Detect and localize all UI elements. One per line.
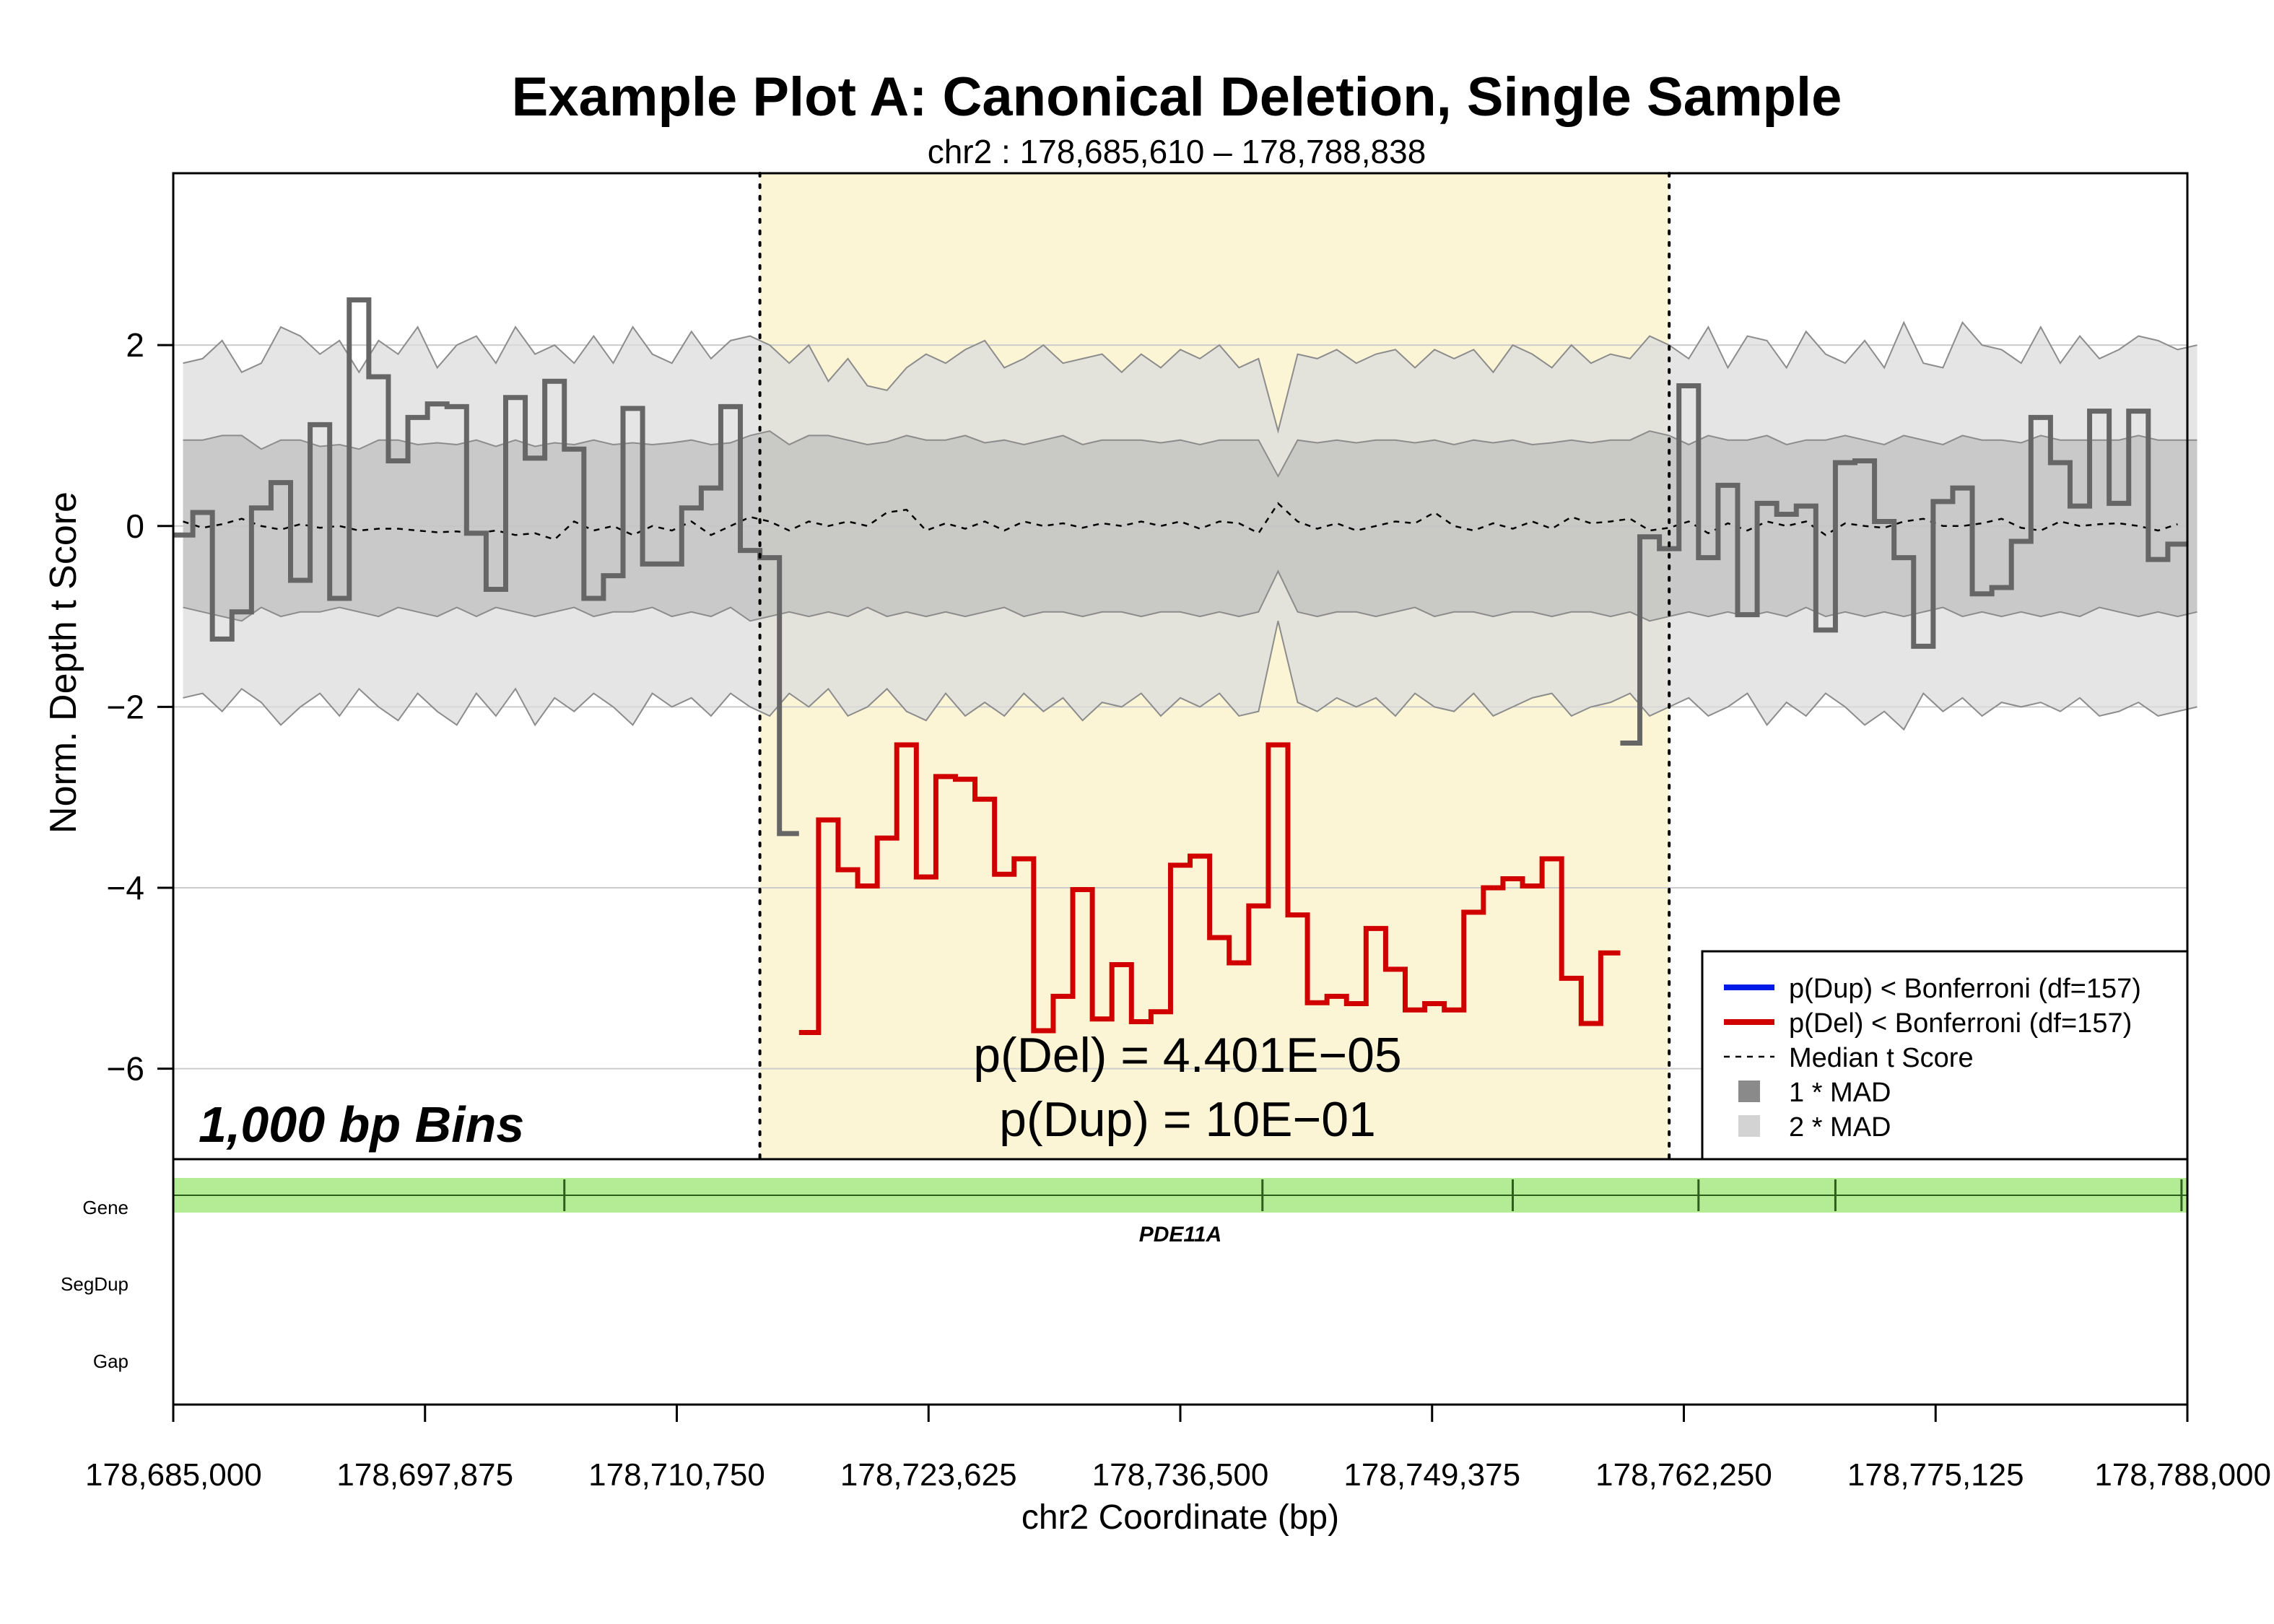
legend-mad1-symbol — [1738, 1081, 1760, 1102]
x-tick-label: 178,697,875 — [336, 1457, 513, 1493]
legend: p(Dup) < Bonferroni (df=157) p(Del) < Bon… — [1701, 950, 2189, 1161]
x-axis: 178,685,000 178,697,875 178,710,750 178,723… — [85, 1403, 2271, 1493]
legend-label: p(Del) < Bonferroni (df=157) — [1789, 1008, 2132, 1039]
track-panel: Gene SegDup Gap PDE11A — [61, 1178, 2187, 1372]
mad-band-edge — [183, 430, 2197, 478]
x-tick-label: 178,749,375 — [1343, 1457, 1520, 1493]
x-tick-label: 178,685,000 — [85, 1457, 262, 1493]
gene-name: PDE11A — [1139, 1223, 1222, 1247]
sample-line-deletion — [798, 742, 1621, 1036]
x-tick-label: 178,788,000 — [2094, 1457, 2271, 1493]
mad-band-edge — [183, 320, 2197, 435]
mad1-band — [183, 431, 2197, 621]
bins-label: 1,000 bp Bins — [199, 1096, 524, 1153]
x-tick-label: 178,762,250 — [1595, 1457, 1772, 1493]
x-tick-label: 178,736,500 — [1092, 1457, 1269, 1493]
chart-subtitle: chr2 : 178,685,610 – 178,788,838 — [928, 133, 1426, 170]
chart-title: Example Plot A: Canonical Deletion, Sing… — [512, 66, 1842, 128]
legend-label: p(Dup) < Bonferroni (df=157) — [1789, 974, 2141, 1004]
y-tick-label: 2 — [126, 326, 144, 364]
y-tick-label: −6 — [107, 1050, 144, 1088]
legend-mad2-symbol — [1738, 1115, 1760, 1137]
x-axis-label: chr2 Coordinate (bp) — [1021, 1498, 1339, 1537]
series-layer — [173, 297, 2187, 1036]
median-line — [183, 502, 2178, 541]
pvalue-dup: p(Dup) = 10E−01 — [999, 1092, 1376, 1147]
mad-bands — [183, 320, 2197, 731]
legend-label: 2 * MAD — [1789, 1112, 1891, 1143]
mad-band-edge — [183, 569, 2197, 622]
main-panel — [173, 172, 2197, 1161]
x-tick-label: 178,710,750 — [588, 1457, 765, 1493]
legend-label: Median t Score — [1789, 1043, 1974, 1073]
mad-band-edge — [183, 621, 2197, 731]
x-tick-label: 178,723,625 — [840, 1457, 1017, 1493]
y-axis-label: Norm. Depth t Score — [43, 492, 84, 834]
x-tick-label: 178,775,125 — [1847, 1457, 2024, 1493]
region-boundaries — [758, 172, 1671, 1161]
track-label-gap: Gap — [93, 1350, 128, 1372]
track-label-gene: Gene — [82, 1197, 128, 1218]
y-tick-label: 0 — [126, 507, 144, 545]
sample-line-left — [173, 297, 799, 837]
y-axis: −6 −4 −2 0 2 — [107, 326, 173, 1088]
y-tick-label: −2 — [107, 688, 144, 725]
track-label-segdup: SegDup — [61, 1273, 128, 1295]
legend-label: 1 * MAD — [1789, 1078, 1891, 1108]
y-tick-label: −4 — [107, 869, 144, 907]
sample-line-right — [1620, 383, 2187, 746]
pvalue-del: p(Del) = 4.401E−05 — [973, 1028, 1402, 1083]
